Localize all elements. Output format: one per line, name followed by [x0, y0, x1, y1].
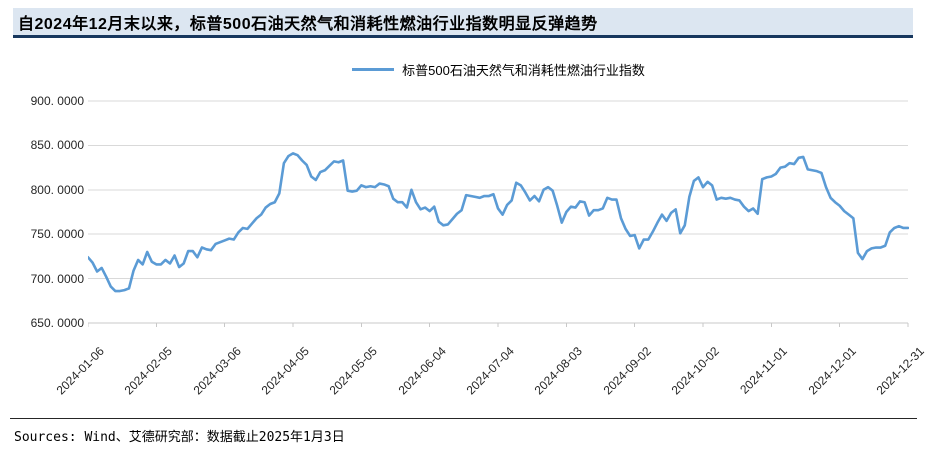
plot-area: [88, 100, 909, 327]
y-axis-tick-label: 850. 0000: [30, 138, 84, 153]
report-title-bar: 自2024年12月末以来，标普500石油天然气和消耗性燃油行业指数明显反弹趋势: [13, 8, 913, 38]
y-axis-tick-label: 900. 0000: [30, 94, 84, 108]
legend-series-label: 标普500石油天然气和消耗性燃油行业指数: [402, 62, 645, 78]
x-axis-tick-label: 2024-10-02: [668, 344, 722, 398]
x-axis-tick-label: 2024-08-03: [531, 344, 586, 398]
x-axis-tick-label: 2024-01-06: [53, 344, 107, 398]
legend-line-swatch: [352, 67, 395, 71]
x-axis-tick-label: 2024-11-01: [737, 344, 791, 397]
x-axis-tick-label: 2024-06-04: [395, 344, 449, 398]
source-note: Sources: Wind、艾德研究部：数据截止2025年1月3日: [14, 426, 345, 445]
source-text: Sources: Wind、艾德研究部：数据截止2025年1月3日: [14, 430, 345, 445]
chart-legend: 标普500石油天然气和消耗性燃油行业指数: [88, 59, 909, 79]
footer-divider: [10, 418, 917, 419]
x-axis-tick-label: 2024-02-05: [121, 344, 176, 398]
x-axis-tick-label: 2024-07-04: [463, 344, 517, 398]
y-axis-tick-label: 750. 0000: [30, 227, 84, 242]
x-axis-tick-label: 2024-03-06: [190, 344, 244, 398]
report-title: 自2024年12月末以来，标普500石油天然气和消耗性燃油行业指数明显反弹趋势: [18, 15, 598, 33]
y-axis-tick-label: 800. 0000: [30, 182, 84, 197]
x-axis-tick-label: 2024-05-05: [326, 344, 381, 398]
index-line-series: [88, 152, 909, 293]
x-axis-tick-label: 2024-09-02: [600, 344, 654, 398]
y-axis-tick-label: 650. 0000: [30, 316, 84, 330]
x-axis-tick-label: 2024-12-01: [805, 344, 859, 398]
x-axis-tick-label: 2024-04-05: [258, 344, 312, 398]
y-axis-tick-label: 700. 0000: [30, 271, 84, 286]
x-axis-tick-label: 2024-12-31: [873, 344, 927, 398]
